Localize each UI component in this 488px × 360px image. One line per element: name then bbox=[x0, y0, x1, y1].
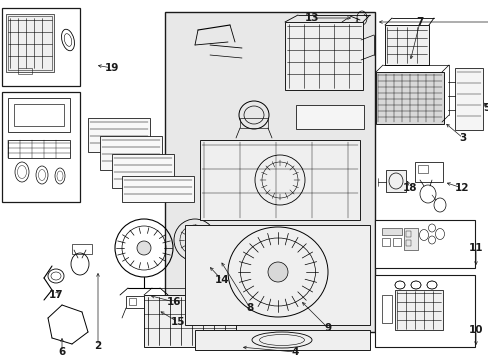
Bar bbox=[8, 98, 70, 132]
Bar bbox=[112, 154, 174, 188]
Bar bbox=[381, 295, 391, 323]
Bar bbox=[381, 228, 401, 235]
Bar bbox=[295, 105, 363, 129]
Bar bbox=[403, 228, 417, 250]
Bar bbox=[72, 244, 92, 254]
Text: 16: 16 bbox=[166, 297, 181, 307]
Bar bbox=[88, 118, 150, 152]
Bar bbox=[384, 25, 428, 65]
Bar bbox=[164, 12, 374, 332]
Bar bbox=[385, 170, 405, 192]
Text: 9: 9 bbox=[324, 323, 331, 333]
Text: 7: 7 bbox=[415, 17, 423, 27]
Bar bbox=[394, 290, 442, 330]
Bar bbox=[2, 92, 80, 202]
Bar bbox=[374, 220, 474, 268]
Bar bbox=[285, 22, 362, 90]
Bar bbox=[405, 231, 410, 237]
Bar bbox=[8, 16, 52, 70]
Bar bbox=[240, 118, 267, 128]
Ellipse shape bbox=[137, 241, 151, 255]
Bar bbox=[122, 176, 194, 202]
Bar bbox=[392, 238, 400, 246]
Bar bbox=[129, 298, 136, 305]
Text: 8: 8 bbox=[246, 303, 253, 313]
Bar bbox=[454, 68, 482, 130]
Text: 13: 13 bbox=[304, 13, 319, 23]
Text: 5: 5 bbox=[482, 103, 488, 113]
Ellipse shape bbox=[267, 262, 287, 282]
Text: 15: 15 bbox=[170, 317, 185, 327]
Bar bbox=[374, 275, 474, 347]
Bar bbox=[14, 104, 64, 126]
Bar bbox=[6, 14, 54, 72]
Text: 2: 2 bbox=[94, 341, 102, 351]
Bar bbox=[2, 8, 80, 86]
Text: 17: 17 bbox=[49, 290, 63, 300]
Bar bbox=[143, 295, 236, 347]
Text: 3: 3 bbox=[458, 133, 466, 143]
Text: 6: 6 bbox=[58, 347, 65, 357]
Text: 14: 14 bbox=[214, 275, 229, 285]
Text: 19: 19 bbox=[104, 63, 119, 73]
Bar bbox=[414, 162, 442, 182]
Text: 12: 12 bbox=[454, 183, 468, 193]
Bar bbox=[18, 68, 32, 74]
Bar bbox=[405, 240, 410, 246]
Bar bbox=[375, 72, 443, 124]
Text: 4: 4 bbox=[291, 347, 298, 357]
Bar bbox=[195, 330, 369, 350]
Bar bbox=[100, 136, 162, 170]
Bar bbox=[417, 165, 427, 173]
Bar bbox=[200, 140, 359, 220]
Text: 10: 10 bbox=[468, 325, 482, 335]
Text: 11: 11 bbox=[468, 243, 482, 253]
Bar bbox=[126, 296, 148, 308]
Text: 18: 18 bbox=[402, 183, 416, 193]
Bar bbox=[184, 225, 369, 325]
Bar bbox=[8, 140, 70, 158]
Bar bbox=[381, 238, 389, 246]
